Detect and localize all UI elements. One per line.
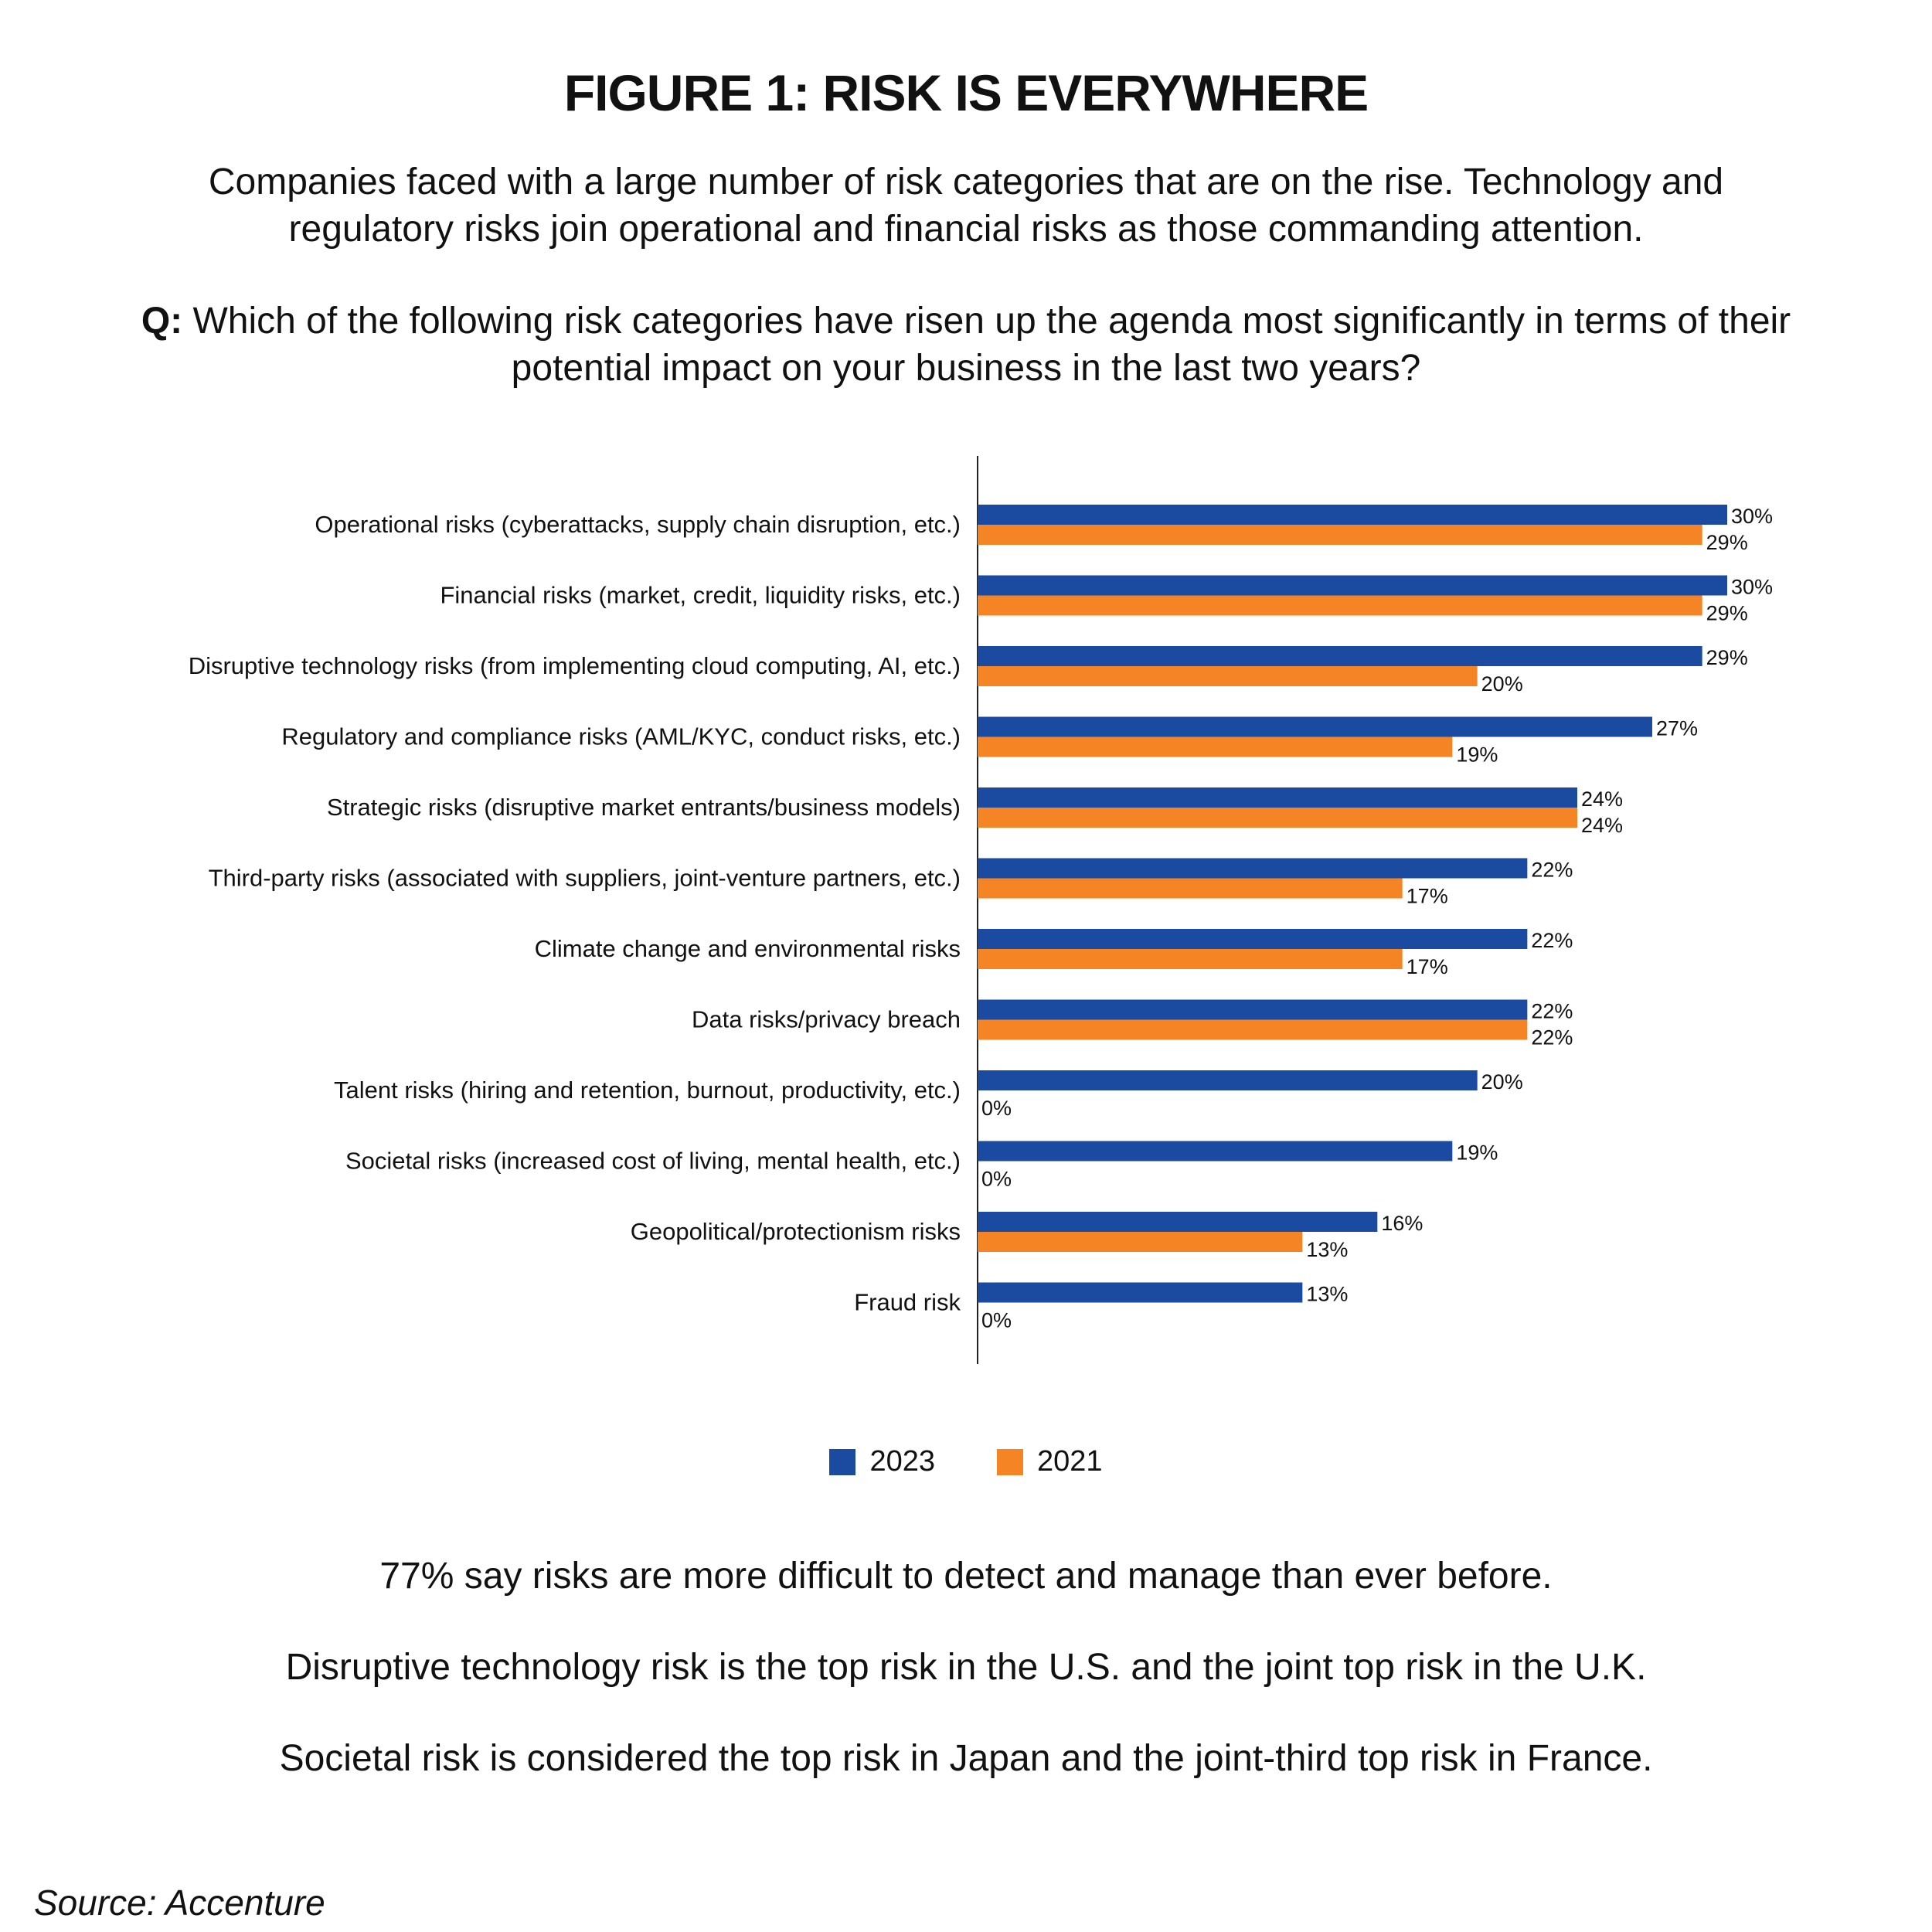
- value-label-series-2023: 29%: [1706, 646, 1748, 669]
- legend-label-2021: 2021: [1037, 1445, 1103, 1478]
- value-label-series-2023: 30%: [1731, 576, 1773, 599]
- bar-series-2021: [978, 736, 1453, 757]
- category-label: Financial risks (market, credit, liquidi…: [440, 582, 961, 609]
- category-label: Operational risks (cyberattacks, supply …: [315, 511, 961, 538]
- bar-series-2021: [978, 878, 1403, 899]
- category-label: Regulatory and compliance risks (AML/KYC…: [281, 723, 961, 750]
- legend-item-2023: 2023: [829, 1445, 935, 1478]
- source-note: Source: Accenture: [34, 1883, 325, 1923]
- category-label: Societal risks (increased cost of living…: [345, 1148, 961, 1175]
- bar-series-2023: [978, 716, 1652, 737]
- bar-series-2023: [978, 1212, 1378, 1232]
- category-label: Climate change and environmental risks: [535, 935, 961, 962]
- bar-series-2021: [978, 949, 1403, 969]
- question-text: Which of the following risk categories h…: [192, 301, 1791, 389]
- bar-series-2023: [978, 999, 1528, 1020]
- bar-series-2021: [978, 1232, 1303, 1252]
- finding-2: Disruptive technology risk is the top ri…: [285, 1647, 1647, 1688]
- value-label-series-2023: 27%: [1656, 717, 1698, 740]
- bar-series-2021: [978, 666, 1478, 686]
- value-label-series-2021: 19%: [1456, 743, 1498, 767]
- value-label-series-2023: 22%: [1531, 929, 1573, 952]
- value-label-series-2021: 0%: [981, 1309, 1012, 1332]
- category-label: Talent risks (hiring and retention, burn…: [334, 1077, 961, 1104]
- figure-subtitle: Companies faced with a large number of r…: [208, 162, 1724, 250]
- category-label: Third-party risks (associated with suppl…: [209, 865, 961, 892]
- category-label: Fraud risk: [854, 1289, 961, 1316]
- legend-item-2021: 2021: [997, 1445, 1103, 1478]
- finding-3: Societal risk is considered the top risk…: [279, 1738, 1653, 1779]
- value-label-series-2023: 22%: [1531, 859, 1573, 882]
- value-label-series-2023: 19%: [1456, 1141, 1498, 1165]
- category-label: Geopolitical/protectionism risks: [631, 1218, 961, 1245]
- value-label-series-2023: 13%: [1306, 1283, 1348, 1306]
- survey-question: Q: Which of the following risk categorie…: [116, 298, 1816, 392]
- bar-series-2023: [978, 1070, 1478, 1090]
- category-label: Strategic risks (disruptive market entra…: [327, 794, 961, 821]
- bar-series-2023: [978, 1282, 1303, 1303]
- category-label: Data risks/privacy breach: [692, 1006, 961, 1033]
- value-label-series-2021: 29%: [1706, 531, 1748, 554]
- bar-series-2021: [978, 1019, 1528, 1040]
- value-label-series-2023: 30%: [1731, 505, 1773, 528]
- chart-legend: 2023 2021: [0, 1445, 1932, 1478]
- bar-series-2023: [978, 858, 1528, 879]
- bar-chart: Operational risks (cyberattacks, supply …: [189, 456, 1773, 1364]
- value-label-series-2021: 0%: [981, 1168, 1012, 1191]
- legend-swatch-2023: [829, 1448, 856, 1475]
- value-label-series-2021: 17%: [1406, 885, 1448, 908]
- value-label-series-2021: 22%: [1531, 1026, 1573, 1049]
- bar-series-2023: [978, 1141, 1453, 1162]
- key-findings: 77% say risks are more difficult to dete…: [0, 1553, 1932, 1827]
- bar-series-2023: [978, 575, 1727, 596]
- bar-series-2021: [978, 808, 1577, 828]
- legend-swatch-2021: [997, 1448, 1023, 1475]
- bar-series-2023: [978, 929, 1528, 949]
- category-label: Disruptive technology risks (from implem…: [189, 652, 961, 679]
- value-label-series-2023: 16%: [1381, 1212, 1423, 1235]
- value-label-series-2021: 29%: [1706, 602, 1748, 625]
- value-label-series-2023: 22%: [1531, 1000, 1573, 1023]
- value-label-series-2023: 20%: [1481, 1070, 1523, 1094]
- value-label-series-2021: 13%: [1306, 1238, 1348, 1261]
- value-label-series-2021: 17%: [1406, 955, 1448, 978]
- bar-series-2023: [978, 787, 1577, 808]
- value-label-series-2023: 24%: [1581, 787, 1623, 811]
- value-label-series-2021: 20%: [1481, 672, 1523, 696]
- value-label-series-2021: 24%: [1581, 814, 1623, 837]
- figure-title: FIGURE 1: RISK IS EVERYWHERE: [563, 64, 1369, 121]
- value-label-series-2021: 0%: [981, 1097, 1012, 1120]
- bar-series-2021: [978, 595, 1702, 616]
- finding-1: 77% say risks are more difficult to dete…: [379, 1556, 1553, 1597]
- legend-label-2023: 2023: [869, 1445, 935, 1478]
- question-label: Q:: [141, 301, 183, 342]
- bar-series-2021: [978, 525, 1702, 545]
- bar-series-2023: [978, 646, 1702, 666]
- bar-series-2023: [978, 505, 1727, 525]
